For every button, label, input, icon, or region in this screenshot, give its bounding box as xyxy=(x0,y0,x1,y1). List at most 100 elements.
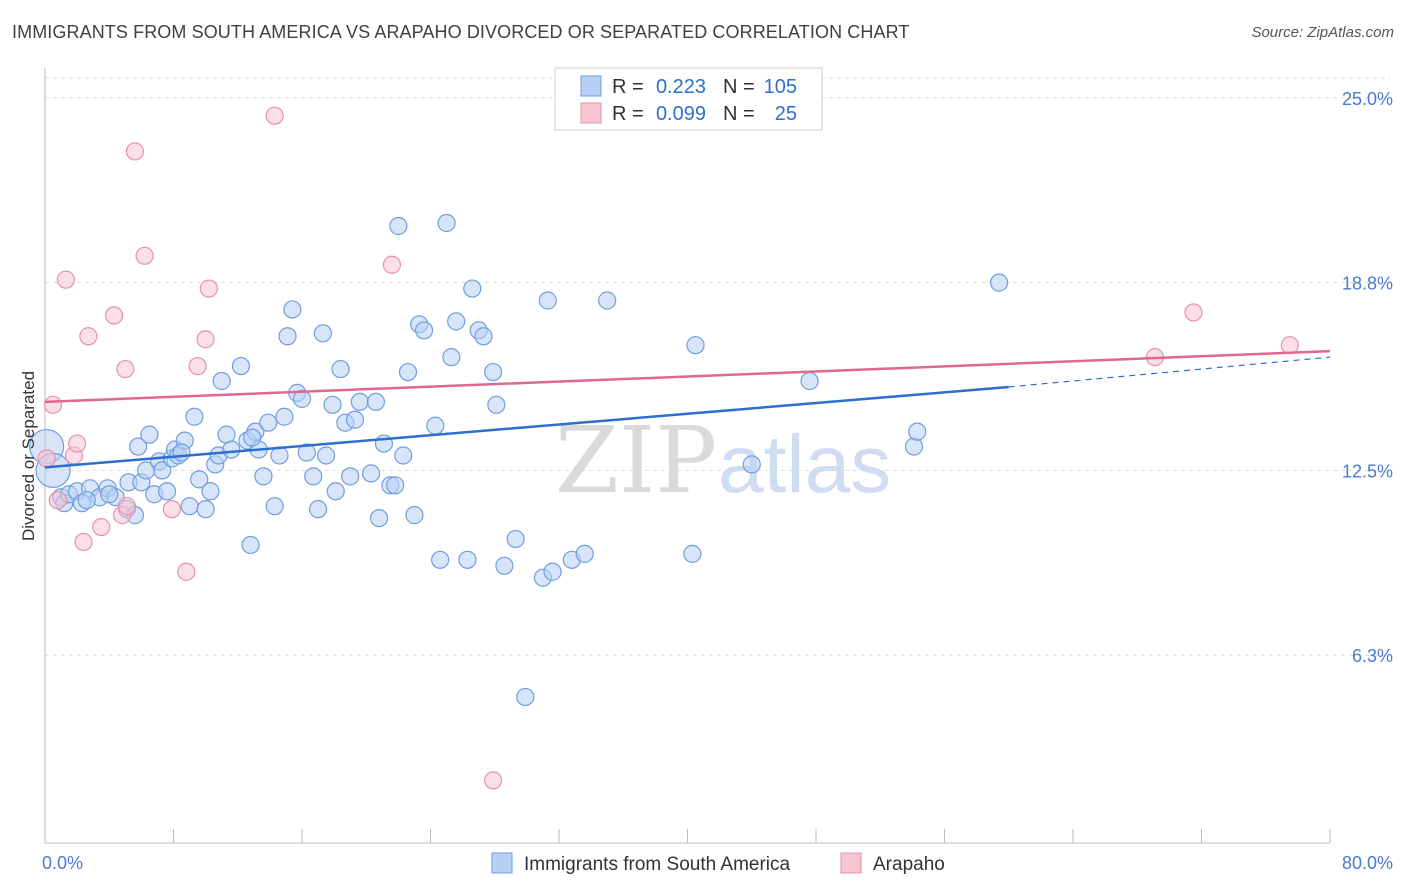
data-point xyxy=(495,556,514,575)
trend-line-arapaho xyxy=(44,349,1331,404)
data-point xyxy=(543,562,562,581)
data-point xyxy=(265,497,284,516)
data-point xyxy=(162,500,181,519)
data-point xyxy=(686,336,705,355)
data-point xyxy=(275,407,294,426)
data-point xyxy=(394,446,413,465)
data-point xyxy=(908,422,927,441)
x-tick-label-max: 80.0% xyxy=(1342,853,1393,873)
data-point xyxy=(180,497,199,516)
data-point xyxy=(447,312,466,331)
data-point xyxy=(361,464,381,483)
data-point xyxy=(125,142,145,161)
data-point xyxy=(157,482,177,501)
data-point xyxy=(487,395,506,414)
legend-r-value-2: 0.099 xyxy=(656,103,706,125)
watermark-zip: ZIP xyxy=(555,407,717,514)
legend-n-value-1: 105 xyxy=(764,76,797,98)
data-point xyxy=(304,467,323,486)
data-point xyxy=(458,550,477,569)
data-point xyxy=(341,467,360,486)
trend-line-south-america-extension xyxy=(1008,356,1331,388)
watermark: ZIP atlas xyxy=(555,407,891,514)
data-point xyxy=(265,106,284,125)
legend-swatch-pink xyxy=(580,102,602,124)
data-point xyxy=(104,306,124,325)
data-point xyxy=(283,300,302,319)
legend-swatch-blue xyxy=(580,75,602,97)
data-point xyxy=(135,246,154,265)
legend-n-value-2: 25 xyxy=(775,103,797,125)
data-point xyxy=(243,428,262,447)
series-south-america xyxy=(29,213,1009,707)
data-point xyxy=(437,213,456,233)
bottom-legend-label-arapaho: Arapaho xyxy=(873,854,945,875)
tick-labels: 6.3% 12.5% 18.8% 25.0% 0.0% 80.0% xyxy=(42,89,1393,873)
x-tick-label-min: 0.0% xyxy=(42,853,83,873)
data-point xyxy=(199,279,218,298)
data-point xyxy=(426,416,445,435)
data-point xyxy=(190,470,209,489)
data-point xyxy=(185,407,204,426)
data-point xyxy=(484,771,503,790)
data-point xyxy=(331,359,350,379)
trend-line-south-america xyxy=(44,385,1009,469)
data-point xyxy=(366,392,385,411)
data-point xyxy=(278,327,297,346)
data-point xyxy=(800,371,819,391)
data-point xyxy=(177,562,196,581)
legend-n-label-1: N = xyxy=(723,76,755,98)
bottom-legend: Immigrants from South America Arapaho xyxy=(491,852,945,875)
data-point xyxy=(323,395,342,414)
data-point xyxy=(398,362,418,382)
data-point xyxy=(326,482,345,501)
data-point xyxy=(484,362,503,382)
data-point xyxy=(56,270,75,289)
data-point xyxy=(575,544,594,563)
data-point xyxy=(201,482,220,501)
data-point xyxy=(196,500,215,519)
data-point xyxy=(77,491,96,510)
data-point xyxy=(79,327,98,346)
data-point xyxy=(316,446,336,465)
trend-lines xyxy=(44,349,1331,469)
legend-r-label-1: R = xyxy=(612,76,644,98)
data-point xyxy=(212,371,231,391)
data-point xyxy=(463,279,482,298)
y-tick-label-2: 18.8% xyxy=(1342,274,1393,294)
data-point xyxy=(370,508,389,528)
legend-box: R = 0.223 N = 105 R = 0.099 N = 25 xyxy=(554,67,823,131)
data-point xyxy=(140,425,159,444)
data-point xyxy=(683,544,702,563)
data-point xyxy=(153,461,172,480)
y-axis-title: Divorced or Separated xyxy=(19,371,38,541)
data-point xyxy=(389,216,408,236)
data-point xyxy=(129,437,148,456)
data-point xyxy=(48,491,67,510)
data-point xyxy=(345,410,365,429)
bottom-legend-label-south-america: Immigrants from South America xyxy=(524,854,791,875)
data-point xyxy=(241,535,260,555)
data-point xyxy=(116,359,135,379)
legend-n-label-2: N = xyxy=(723,103,755,125)
data-point xyxy=(538,291,557,310)
data-point xyxy=(308,500,328,519)
y-tick-label-1: 12.5% xyxy=(1342,461,1393,481)
data-point xyxy=(222,440,241,459)
data-point xyxy=(172,443,191,462)
chart-title: IMMIGRANTS FROM SOUTH AMERICA VS ARAPAHO… xyxy=(12,22,910,42)
data-point xyxy=(100,485,119,504)
data-point xyxy=(598,291,617,310)
data-point xyxy=(43,395,63,414)
data-point xyxy=(92,517,111,537)
data-point xyxy=(1280,336,1299,355)
data-point xyxy=(742,455,761,474)
data-point xyxy=(292,389,312,408)
data-point xyxy=(117,497,137,516)
bottom-legend-swatch-pink xyxy=(840,852,862,874)
data-point xyxy=(74,532,93,552)
data-point xyxy=(405,506,424,525)
data-point xyxy=(474,327,493,346)
legend-r-label-2: R = xyxy=(612,103,644,125)
